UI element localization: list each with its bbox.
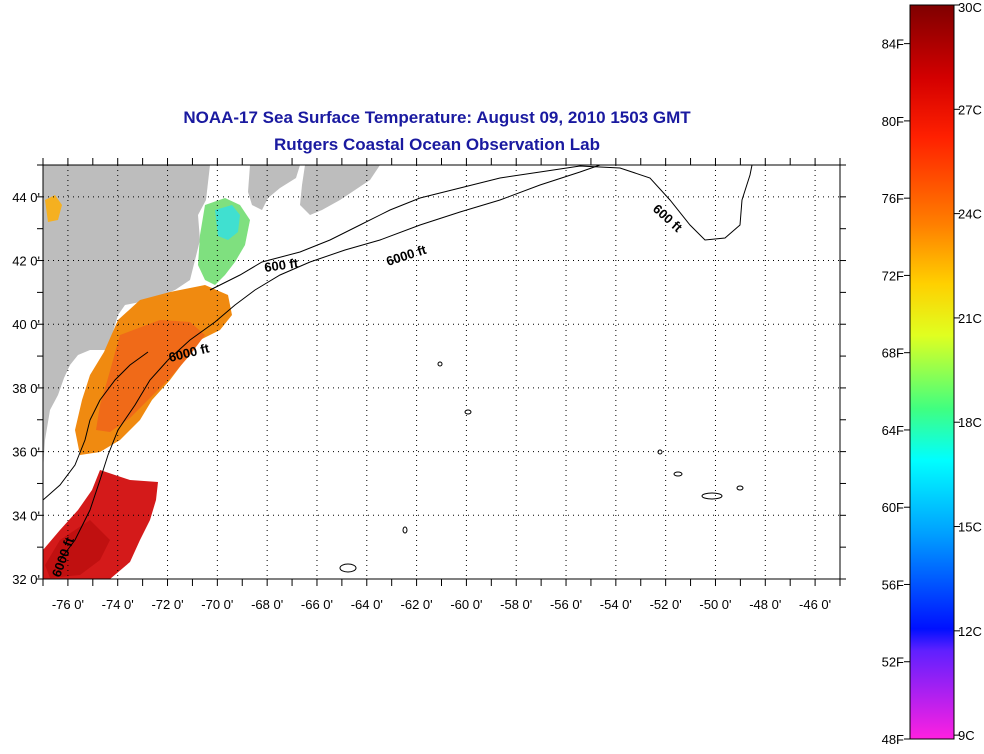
celsius-label: 15C: [958, 520, 982, 535]
lon-tick-label: -68 0': [251, 597, 283, 612]
celsius-label: 18C: [958, 415, 982, 430]
lat-tick-label: 44 0': [12, 190, 40, 205]
lon-tick-label: -46 0': [799, 597, 831, 612]
lon-tick-label: -62 0': [401, 597, 433, 612]
contour-6000ft: [59, 165, 601, 561]
map-subtitle: Rutgers Coastal Ocean Observation Lab: [274, 135, 600, 154]
colorbar-fahrenheit-labels: 84F 80F 76F 72F 68F 64F 60F 56F 52F 48F: [882, 37, 904, 747]
fahrenheit-label: 80F: [882, 114, 904, 129]
celsius-label: 27C: [958, 102, 982, 117]
sst-cool-patch: [215, 205, 240, 240]
fahrenheit-label: 56F: [882, 577, 904, 592]
fahrenheit-label: 60F: [882, 500, 904, 515]
lon-tick-label: -50 0': [699, 597, 731, 612]
contour-label: 600 ft: [263, 255, 299, 275]
celsius-label: 21C: [958, 311, 982, 326]
land-nova-scotia: [248, 165, 300, 210]
lon-tick-label: -60 0': [450, 597, 482, 612]
lon-tick-label: -56 0': [550, 597, 582, 612]
grid: [43, 165, 840, 579]
land-mass: [43, 165, 210, 470]
lon-tick-label: -48 0': [749, 597, 781, 612]
fahrenheit-label: 68F: [882, 346, 904, 361]
contour-6000ft-outer: [43, 351, 149, 501]
lat-axis: 32 0' 34 0' 36 0' 38 0' 40 0' 42 0' 44 0': [12, 190, 40, 587]
fahrenheit-label: 52F: [882, 655, 904, 670]
fahrenheit-label: 72F: [882, 268, 904, 283]
seamount-contour: [464, 409, 472, 415]
seamount-contour: [402, 526, 408, 534]
fahrenheit-label: 84F: [882, 37, 904, 52]
celsius-label: 9C: [958, 728, 975, 743]
contour-600ft: [209, 165, 753, 291]
seamount-contour: [701, 492, 723, 500]
fahrenheit-label: 64F: [882, 423, 904, 438]
lat-tick-label: 42 0': [12, 254, 40, 269]
lon-tick-label: -54 0': [600, 597, 632, 612]
sst-northern-patch: [45, 195, 62, 222]
seamount-contour: [437, 361, 443, 367]
sst-deep-red: [45, 520, 110, 578]
seamount-contour: [736, 485, 744, 491]
axis-ticks: [37, 158, 846, 586]
lat-tick-label: 38 0': [12, 381, 40, 396]
lon-tick-label: -74 0': [102, 597, 134, 612]
lon-tick-label: -72 0': [151, 597, 183, 612]
celsius-label: 30C: [958, 0, 982, 15]
sst-warm-band: [96, 320, 205, 432]
lon-tick-label: -70 0': [201, 597, 233, 612]
seamount-contour: [339, 563, 357, 573]
lat-tick-label: 34 0': [12, 508, 40, 523]
lon-tick-label: -52 0': [650, 597, 682, 612]
colorbar-celsius-labels: 30C 27C 24C 21C 18C 15C 12C 9C: [958, 0, 982, 743]
lat-tick-label: 36 0': [12, 445, 40, 460]
seamount-contour: [673, 471, 683, 477]
fahrenheit-label: 48F: [882, 732, 904, 747]
celsius-label: 12C: [958, 624, 982, 639]
land-newfoundland: [300, 165, 380, 215]
lon-tick-label: -64 0': [351, 597, 383, 612]
sst-map: 600 ft 6000 ft 6000 ft 600 ft 6000 ft -7…: [12, 158, 846, 612]
lon-tick-label: -76 0': [52, 597, 84, 612]
map-body: 600 ft 6000 ft 6000 ft 600 ft 6000 ft: [43, 165, 840, 579]
lat-tick-label: 32 0': [12, 572, 40, 587]
colorbar-ticks: [904, 4, 960, 740]
lon-axis: -76 0' -74 0' -72 0' -70 0' -68 0' -66 0' -64 …: [52, 597, 831, 612]
celsius-label: 24C: [958, 207, 982, 222]
lat-tick-label: 40 0': [12, 317, 40, 332]
colorbar-scale: [909, 4, 955, 740]
fahrenheit-label: 76F: [882, 191, 904, 206]
lon-tick-label: -58 0': [500, 597, 532, 612]
lon-tick-label: -66 0': [301, 597, 333, 612]
map-title: NOAA-17 Sea Surface Temperature: August …: [183, 108, 691, 127]
